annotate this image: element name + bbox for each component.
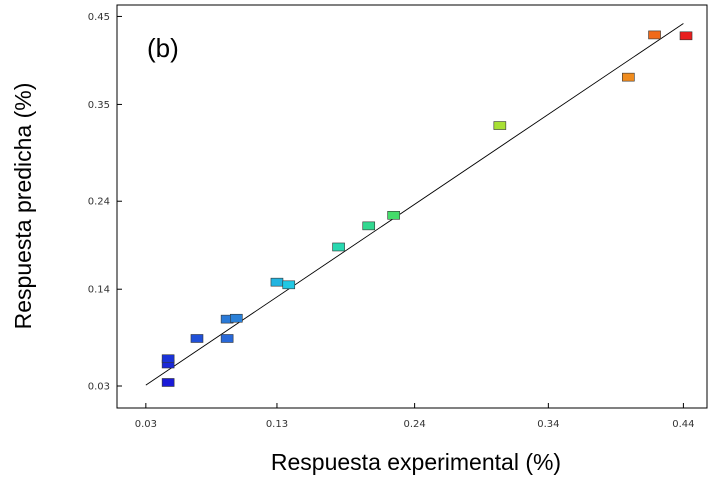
fit-line bbox=[145, 23, 684, 386]
data-point bbox=[362, 221, 376, 231]
data-point bbox=[282, 280, 296, 290]
data-point bbox=[230, 313, 243, 323]
y-tick-label: 0.14 bbox=[88, 285, 110, 296]
axis-ticks: 0.03 0.13 0.24 0.34 0.44 0.03 0.14 0.24 0.35 0.45 bbox=[88, 12, 695, 430]
data-point bbox=[493, 121, 507, 130]
x-tick-label: 0.34 bbox=[537, 419, 559, 430]
data-point bbox=[622, 72, 635, 82]
x-tick-label: 0.13 bbox=[266, 419, 288, 430]
data-point bbox=[161, 378, 175, 387]
y-tick-label: 0.35 bbox=[88, 100, 110, 111]
y-tick-label: 0.03 bbox=[88, 382, 110, 393]
y-axis-title: Respuesta predicha (%) bbox=[10, 83, 36, 330]
y-tick-label: 0.45 bbox=[88, 12, 110, 23]
data-point bbox=[220, 334, 234, 343]
data-point bbox=[161, 354, 175, 364]
data-point bbox=[679, 31, 693, 41]
data-point bbox=[190, 334, 204, 343]
x-tick-label: 0.03 bbox=[135, 419, 157, 430]
y-tick-label: 0.24 bbox=[88, 197, 110, 208]
data-points bbox=[161, 30, 693, 387]
data-point bbox=[648, 30, 661, 40]
data-point bbox=[270, 277, 284, 287]
x-tick-label: 0.24 bbox=[403, 419, 425, 430]
x-axis-title: Respuesta experimental (%) bbox=[271, 449, 561, 475]
panel-label: (b) bbox=[147, 33, 179, 63]
data-point bbox=[387, 210, 400, 220]
x-tick-label: 0.44 bbox=[672, 419, 694, 430]
data-point bbox=[332, 242, 345, 252]
